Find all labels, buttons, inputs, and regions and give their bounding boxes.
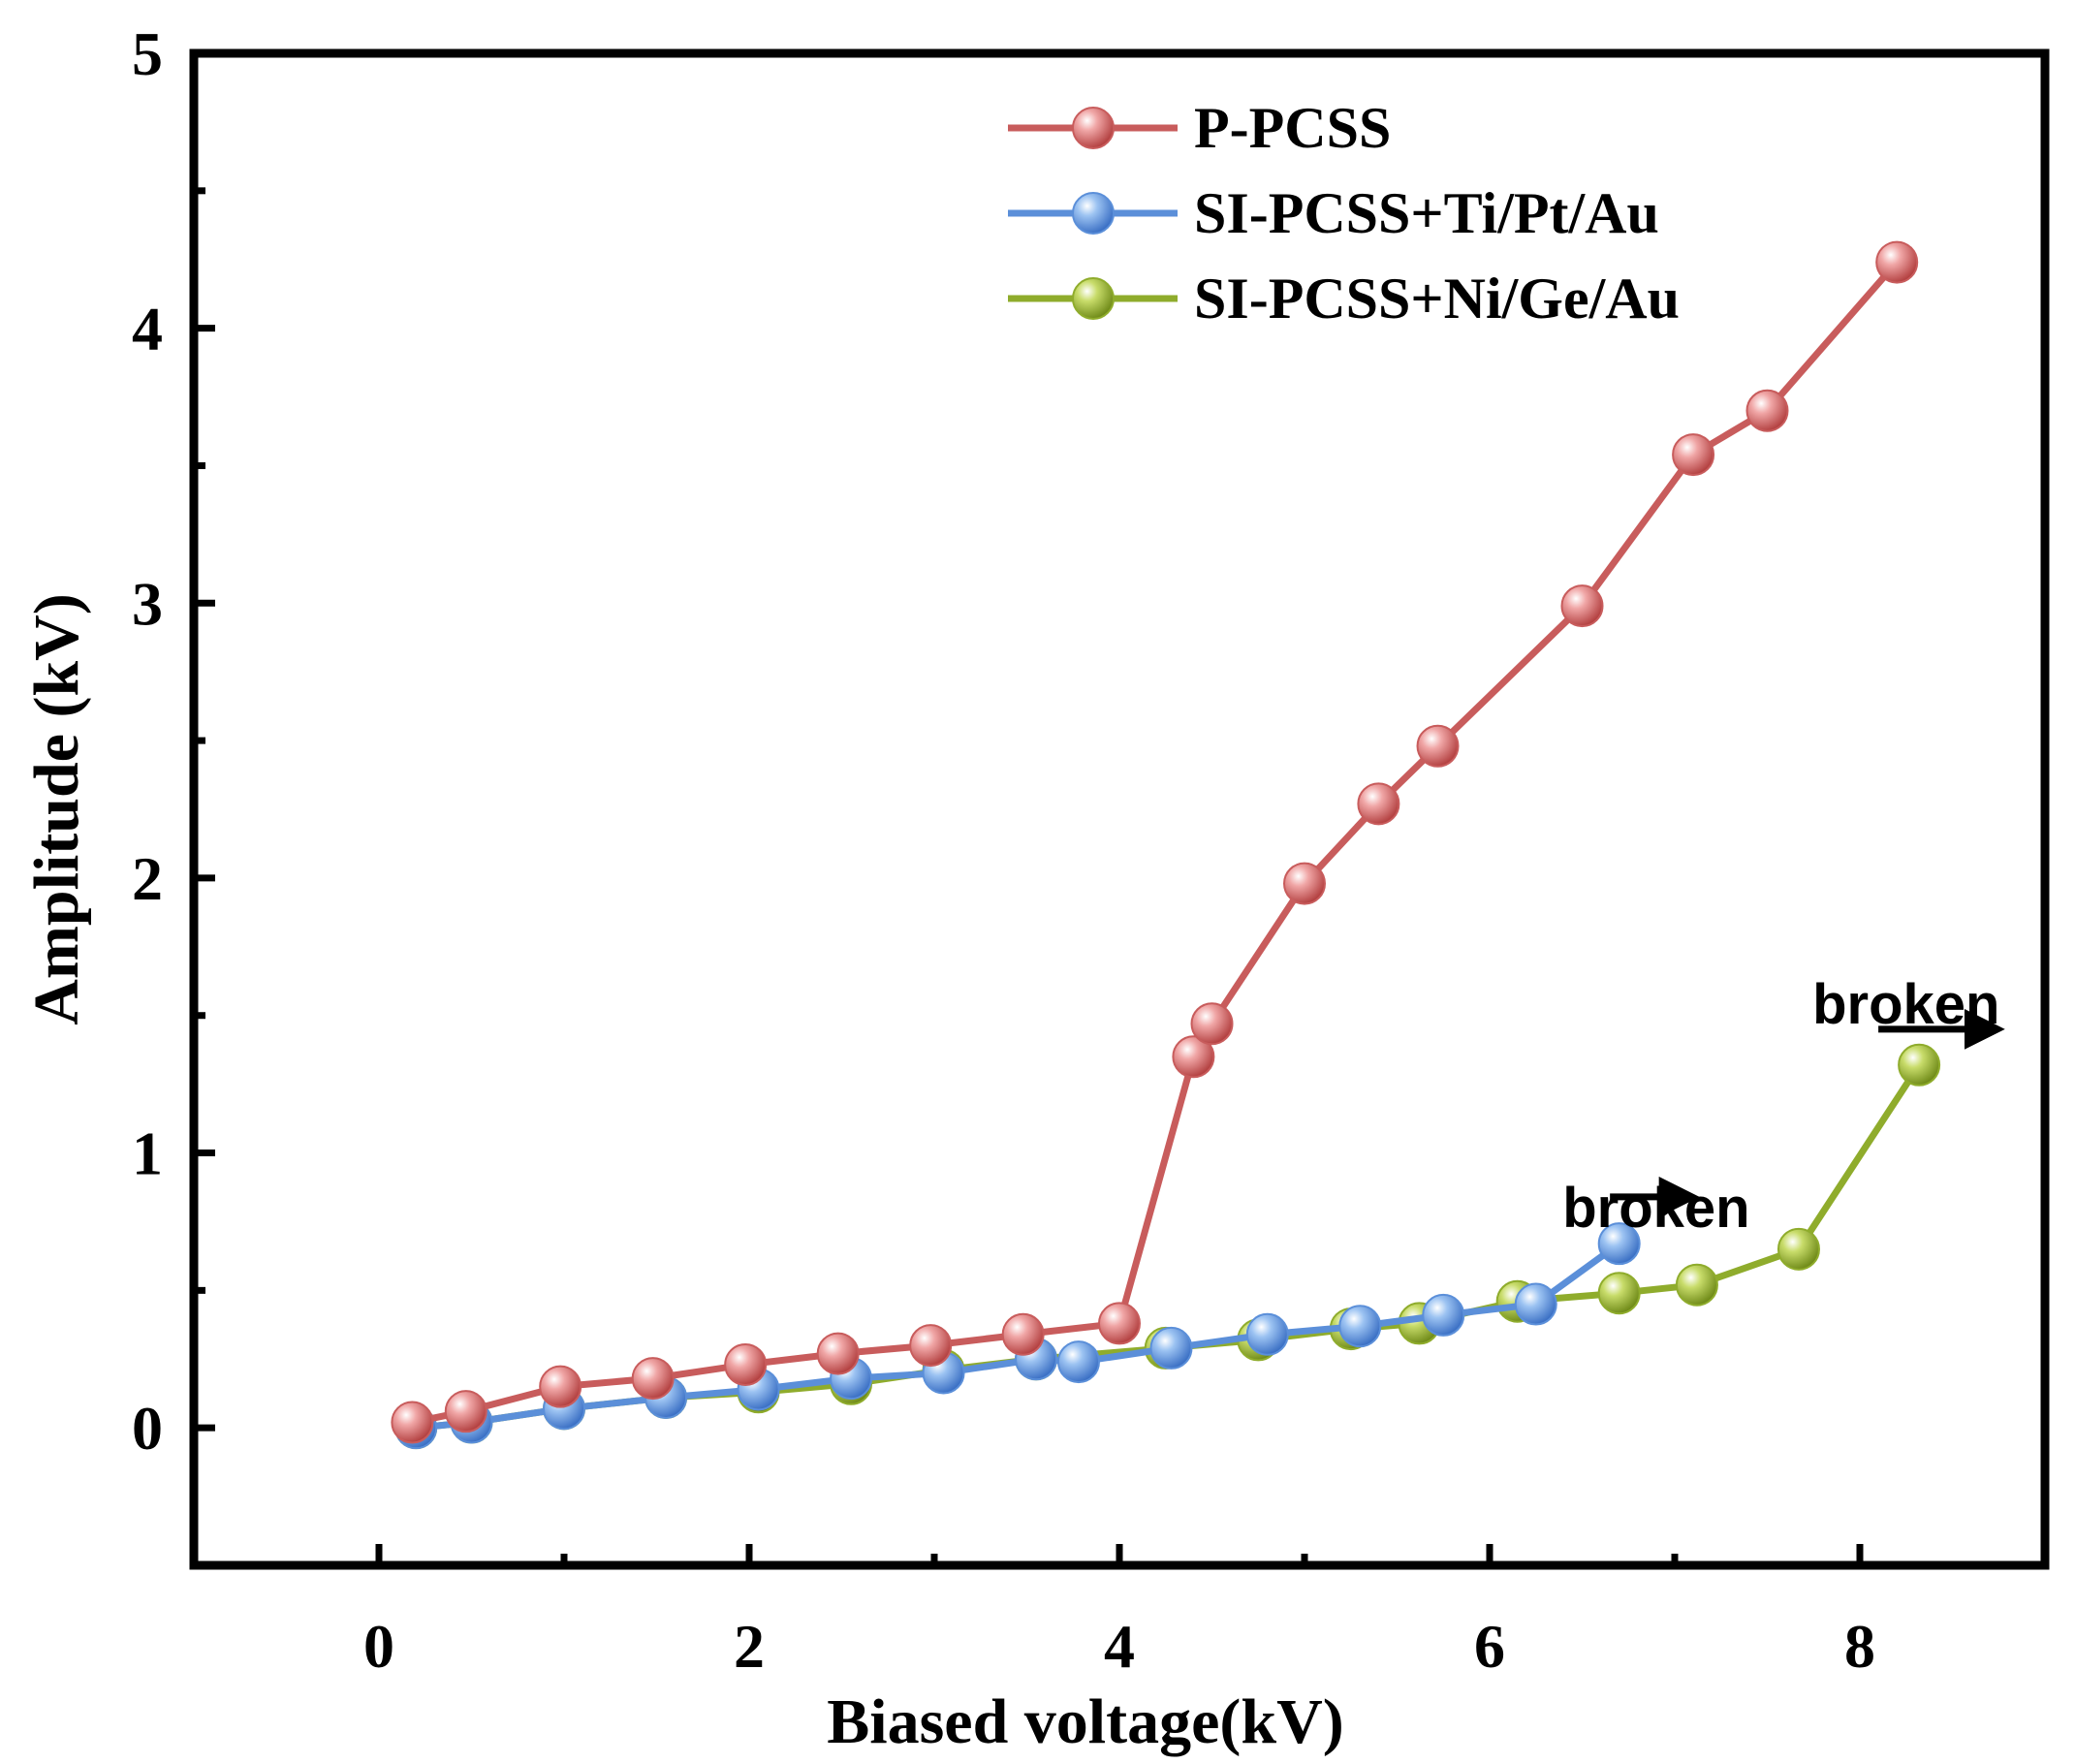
data-point bbox=[1416, 724, 1460, 768]
y-tick-label: 4 bbox=[132, 295, 163, 363]
data-point bbox=[1338, 1305, 1382, 1348]
y-axis-title: Amplitude (kV) bbox=[21, 593, 92, 1025]
legend-item: P-PCSS bbox=[1008, 96, 1391, 160]
data-point bbox=[1672, 433, 1715, 477]
x-tick-label: 8 bbox=[1844, 1612, 1875, 1681]
data-point bbox=[1001, 1312, 1045, 1356]
data-point bbox=[1283, 862, 1326, 905]
data-point bbox=[539, 1365, 582, 1408]
data-point bbox=[1875, 240, 1919, 284]
broken-label: broken bbox=[1562, 1177, 1749, 1240]
legend-item: SI-PCSS+Ti/Pt/Au bbox=[1008, 181, 1659, 245]
data-point bbox=[631, 1357, 675, 1401]
data-point bbox=[1776, 1227, 1820, 1271]
x-axis-title: Biased voltage(kV) bbox=[827, 1686, 1343, 1757]
data-point bbox=[1056, 1340, 1100, 1384]
data-point bbox=[1597, 1222, 1641, 1266]
data-point bbox=[1190, 1002, 1234, 1046]
axis-tick-labels: 0 2 4 6 8 0 1 2 3 4 5 bbox=[132, 19, 1875, 1681]
data-point bbox=[1172, 1035, 1215, 1079]
data-point bbox=[1357, 782, 1400, 826]
data-point bbox=[1514, 1282, 1557, 1326]
data-point bbox=[1745, 389, 1789, 432]
y-tick-label: 2 bbox=[132, 844, 163, 913]
x-tick-label: 4 bbox=[1104, 1612, 1135, 1681]
data-point bbox=[1149, 1326, 1193, 1370]
legend-label: SI-PCSS+Ti/Pt/Au bbox=[1194, 181, 1659, 245]
x-tick-label: 0 bbox=[363, 1612, 394, 1681]
data-point bbox=[1597, 1272, 1641, 1315]
y-tick-label: 0 bbox=[132, 1394, 163, 1463]
series-layer bbox=[391, 240, 1941, 1450]
data-point bbox=[909, 1324, 953, 1368]
legend-item: SI-PCSS+Ni/Ge/Au bbox=[1008, 267, 1680, 331]
legend-swatch-marker bbox=[1072, 107, 1115, 149]
x-tick-label: 2 bbox=[734, 1612, 765, 1681]
data-point bbox=[1560, 584, 1604, 628]
x-tick-label: 6 bbox=[1474, 1612, 1505, 1681]
data-point bbox=[391, 1401, 434, 1444]
data-point bbox=[1245, 1312, 1289, 1356]
data-point bbox=[1422, 1293, 1465, 1337]
data-point bbox=[1898, 1043, 1941, 1087]
legend-swatch-marker bbox=[1072, 277, 1115, 320]
data-point bbox=[1098, 1302, 1141, 1345]
data-point bbox=[1675, 1263, 1718, 1307]
axis-ticks bbox=[194, 49, 1864, 1565]
legend-swatch-marker bbox=[1072, 192, 1115, 235]
legend: P-PCSS SI-PCSS+Ti/Pt/Au SI-PCSS+Ni/Ge/Au bbox=[1008, 96, 1680, 331]
data-point bbox=[816, 1332, 860, 1375]
series-0 bbox=[391, 240, 1919, 1444]
y-tick-label: 5 bbox=[132, 19, 163, 88]
y-tick-label: 3 bbox=[132, 569, 163, 638]
legend-label: P-PCSS bbox=[1194, 96, 1391, 160]
y-tick-label: 1 bbox=[132, 1119, 163, 1188]
legend-label: SI-PCSS+Ni/Ge/Au bbox=[1194, 267, 1680, 331]
data-point bbox=[724, 1342, 768, 1386]
series-1 bbox=[394, 1222, 1641, 1450]
data-point bbox=[444, 1390, 487, 1433]
